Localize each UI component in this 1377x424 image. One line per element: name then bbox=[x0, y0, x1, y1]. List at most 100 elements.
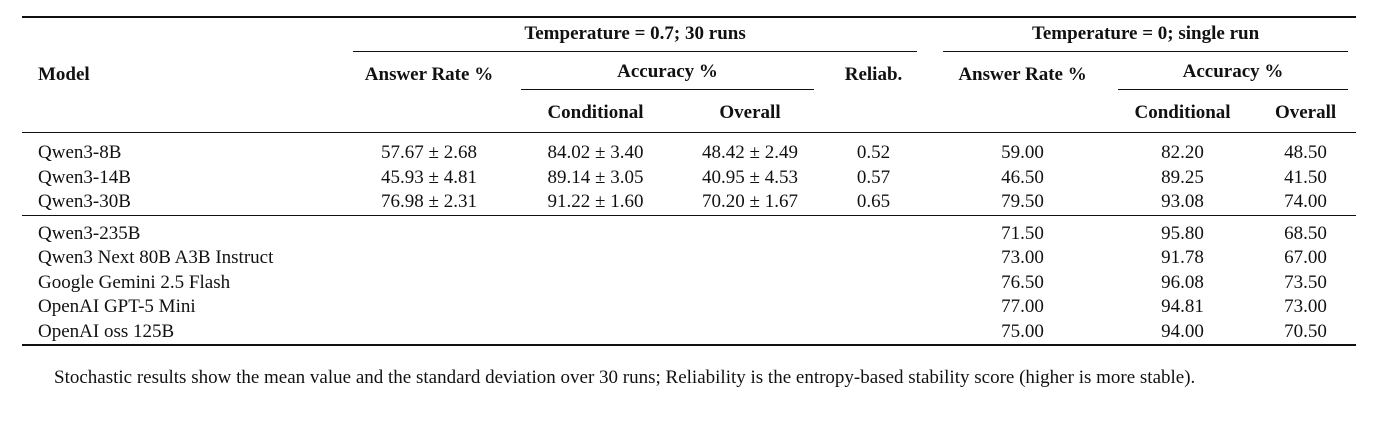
value-cell: 76.50 bbox=[1001, 271, 1044, 293]
value-cell: 89.25 bbox=[1161, 166, 1204, 188]
value-cell: 0.65 bbox=[856, 191, 891, 213]
group-header: Temperature = 0.7; 30 runs bbox=[345, 17, 925, 56]
value-cell: 46.50 bbox=[1001, 166, 1044, 188]
value-cell: 70.50 bbox=[1284, 320, 1327, 342]
value-cell: 89.14 ± 3.05 bbox=[547, 166, 644, 188]
header-cell: Overall bbox=[719, 102, 781, 123]
value-cell: 76.98 ± 2.31 bbox=[381, 191, 477, 213]
empty-cell bbox=[822, 271, 925, 296]
empty-cell bbox=[822, 320, 925, 346]
empty-cell bbox=[822, 215, 925, 246]
value-cell: 70.20 ± 1.67 bbox=[702, 191, 798, 213]
empty-cell bbox=[513, 320, 678, 346]
value-cell: 94.00 bbox=[1161, 320, 1204, 342]
header-row: Model Temperature = 0.7; 30 runs Temperatu… bbox=[22, 17, 1356, 85]
spacer bbox=[925, 271, 935, 296]
value-cell: 71.50 bbox=[1001, 222, 1044, 244]
model-name: Qwen3-8B bbox=[38, 142, 122, 164]
value-cell: 68.50 bbox=[1284, 222, 1327, 244]
value-cell: 67.00 bbox=[1284, 247, 1327, 269]
value-cell: 93.08 bbox=[1161, 191, 1204, 213]
data-row: Qwen3-235B 71.50 95.80 68.50 bbox=[22, 215, 1356, 246]
header-cell: Accuracy % bbox=[1110, 56, 1356, 94]
spacer bbox=[925, 94, 935, 133]
data-row: Qwen3 Next 80B A3B Instruct 73.00 91.78 67.… bbox=[22, 246, 1356, 271]
header-cell: Model bbox=[38, 64, 90, 85]
data-row: OpenAI oss 125B 75.00 94.00 70.50 bbox=[22, 320, 1356, 346]
empty-cell bbox=[822, 246, 925, 271]
empty-cell bbox=[678, 215, 822, 246]
empty-cell bbox=[345, 246, 513, 271]
empty-cell bbox=[345, 94, 513, 133]
value-cell: 94.81 bbox=[1161, 296, 1204, 318]
value-cell: 73.00 bbox=[1284, 296, 1327, 318]
empty-cell bbox=[513, 295, 678, 320]
empty-cell bbox=[345, 320, 513, 346]
value-cell: 77.00 bbox=[1001, 296, 1044, 318]
empty-cell bbox=[513, 246, 678, 271]
spacer bbox=[925, 56, 935, 94]
model-name: OpenAI oss 125B bbox=[38, 320, 175, 342]
empty-cell bbox=[513, 271, 678, 296]
value-cell: 48.50 bbox=[1284, 142, 1327, 164]
empty-cell bbox=[678, 246, 822, 271]
value-cell: 84.02 ± 3.40 bbox=[547, 142, 644, 164]
model-name: OpenAI GPT-5 Mini bbox=[38, 296, 196, 318]
value-cell: 59.00 bbox=[1001, 142, 1044, 164]
value-cell: 91.78 bbox=[1161, 247, 1204, 269]
header-cell: Conditional bbox=[547, 102, 644, 123]
value-cell: 73.00 bbox=[1001, 247, 1044, 269]
value-cell: 40.95 ± 4.53 bbox=[702, 166, 798, 188]
value-cell: 79.50 bbox=[1001, 191, 1044, 213]
empty-cell bbox=[345, 215, 513, 246]
results-table: Model Temperature = 0.7; 30 runs Temperatu… bbox=[22, 16, 1357, 346]
value-cell: 74.00 bbox=[1284, 191, 1327, 213]
empty-cell bbox=[822, 295, 925, 320]
empty-cell bbox=[822, 94, 925, 133]
spacer bbox=[925, 215, 935, 246]
row-group: Qwen3-8B 57.67 ± 2.68 84.02 ± 3.40 48.42 ± … bbox=[22, 132, 1357, 216]
table-wrap: Model Temperature = 0.7; 30 runs Temperatu… bbox=[22, 16, 1357, 346]
data-row: Qwen3-14B 45.93 ± 4.81 89.14 ± 3.05 40.95 ±… bbox=[22, 166, 1356, 191]
header-cell: Reliab. bbox=[844, 64, 903, 85]
value-cell: 96.08 bbox=[1161, 271, 1204, 293]
model-name: Qwen3 Next 80B A3B Instruct bbox=[38, 247, 274, 269]
spacer bbox=[925, 166, 935, 191]
header-row: Conditional Overall Conditional Overall bbox=[22, 94, 1356, 133]
model-name: Google Gemini 2.5 Flash bbox=[38, 271, 231, 293]
value-cell: 0.57 bbox=[856, 166, 891, 188]
value-cell: 41.50 bbox=[1284, 166, 1327, 188]
data-row: OpenAI GPT-5 Mini 77.00 94.81 73.00 bbox=[22, 295, 1356, 320]
header-cell: Conditional bbox=[1134, 102, 1231, 123]
header-row: Answer Rate % Accuracy % Reliab. Answer Rat… bbox=[22, 56, 1356, 94]
row-group: Qwen3-235B 71.50 95.80 68.50 Qwen3 Next 80B … bbox=[22, 215, 1357, 346]
header-cell: Overall bbox=[1274, 102, 1337, 123]
data-row: Google Gemini 2.5 Flash 76.50 96.08 73.50 bbox=[22, 271, 1356, 296]
value-cell: 73.50 bbox=[1284, 271, 1327, 293]
empty-cell bbox=[345, 271, 513, 296]
spacer bbox=[925, 133, 935, 166]
group-header: Temperature = 0; single run bbox=[935, 17, 1356, 56]
group-header-text: Temperature = 0; single run bbox=[943, 23, 1349, 52]
value-cell: 91.22 ± 1.60 bbox=[547, 191, 644, 213]
header-cell: Accuracy % bbox=[513, 56, 822, 94]
header-cell: Answer Rate % bbox=[958, 64, 1087, 85]
value-cell: 75.00 bbox=[1001, 320, 1044, 342]
empty-cell bbox=[678, 295, 822, 320]
value-cell: 48.42 ± 2.49 bbox=[702, 142, 798, 164]
empty-cell bbox=[513, 215, 678, 246]
value-cell: 57.67 ± 2.68 bbox=[381, 142, 477, 164]
header-cell: Answer Rate % bbox=[364, 64, 494, 85]
model-name: Qwen3-30B bbox=[38, 191, 131, 213]
value-cell: 82.20 bbox=[1161, 142, 1204, 164]
value-cell: 45.93 ± 4.81 bbox=[381, 166, 477, 188]
value-cell: 95.80 bbox=[1161, 222, 1204, 244]
group-header-text: Temperature = 0.7; 30 runs bbox=[353, 23, 918, 52]
data-row: Qwen3-8B 57.67 ± 2.68 84.02 ± 3.40 48.42 ± … bbox=[22, 133, 1356, 166]
spacer bbox=[925, 17, 935, 56]
empty-cell bbox=[678, 320, 822, 346]
model-name: Qwen3-14B bbox=[38, 166, 131, 188]
empty-cell bbox=[678, 271, 822, 296]
model-name: Qwen3-235B bbox=[38, 222, 141, 244]
